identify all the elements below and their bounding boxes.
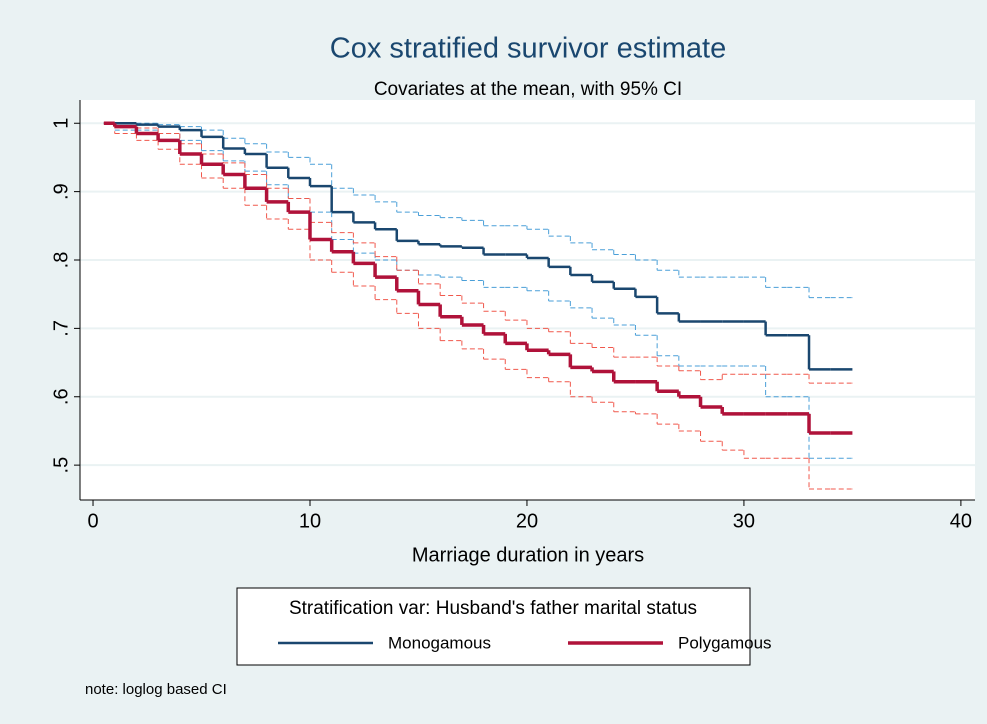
y-tick-label: .8	[50, 252, 72, 269]
note: note: loglog based CI	[85, 681, 227, 698]
legend-title: Stratification var: Husband's father mar…	[289, 598, 697, 619]
x-axis-label: Marriage duration in years	[412, 544, 644, 566]
x-tick-label: 40	[950, 510, 972, 532]
plot-area	[80, 100, 975, 500]
y-tick-label: .7	[50, 320, 72, 337]
legend-label: Monogamous	[388, 633, 491, 652]
y-tick-label: .6	[50, 388, 72, 405]
legend-label: Polygamous	[678, 633, 772, 652]
y-tick-label: 1	[50, 118, 72, 129]
x-tick-label: 10	[299, 510, 321, 532]
legend-box	[236, 587, 751, 666]
chart-title: Cox stratified survivor estimate	[330, 33, 726, 65]
x-tick-label: 30	[733, 510, 755, 532]
y-tick-label: .9	[50, 183, 72, 200]
y-tick-label: .5	[50, 457, 72, 474]
x-tick-label: 20	[516, 510, 538, 532]
chart-subtitle: Covariates at the mean, with 95% CI	[374, 79, 682, 100]
x-tick-label: 0	[87, 510, 98, 532]
